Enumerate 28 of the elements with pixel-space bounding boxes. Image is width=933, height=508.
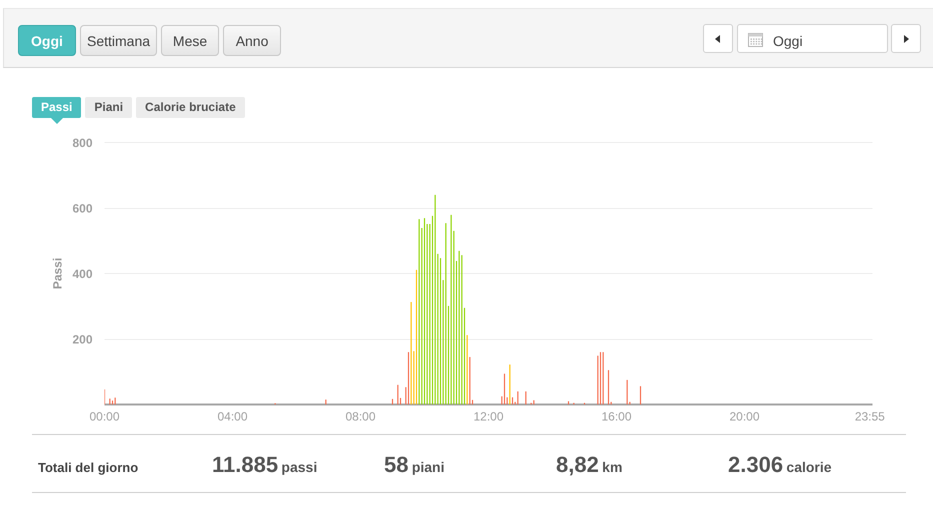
x-tick-label: 00:00	[89, 410, 120, 424]
button: Settimana	[80, 25, 158, 56]
category-label: piani	[412, 459, 444, 475]
x-tick-label: 20:00	[729, 410, 760, 424]
button: Anno	[223, 25, 282, 56]
button: Mese	[161, 25, 220, 56]
tab: Calorie bruciate	[136, 97, 245, 118]
category-label: calorie	[786, 459, 832, 475]
x-tick-label: 23:55	[854, 410, 886, 424]
text: Totali del giorno	[38, 459, 138, 477]
y-tick-label: 600	[72, 202, 93, 216]
text: 8,82	[556, 452, 599, 477]
category-label: km	[602, 459, 622, 475]
date-field: Oggi	[737, 24, 888, 53]
text: 11.885	[212, 452, 278, 477]
tab: Piani	[85, 97, 132, 118]
button: Oggi	[18, 25, 76, 56]
text: 58	[384, 452, 408, 477]
x-tick-label: 08:00	[345, 410, 376, 424]
text: 2.306	[728, 452, 784, 477]
y-tick-label: 200	[72, 332, 93, 346]
y-tick-label: 800	[72, 136, 93, 150]
category-label: passi	[281, 459, 318, 475]
y-axis-title: Passi	[50, 258, 64, 290]
x-tick-label: 04:00	[217, 410, 248, 424]
x-tick-label: 16:00	[601, 410, 632, 424]
y-tick-label: 400	[72, 267, 93, 281]
x-tick-label: 12:00	[473, 410, 504, 424]
